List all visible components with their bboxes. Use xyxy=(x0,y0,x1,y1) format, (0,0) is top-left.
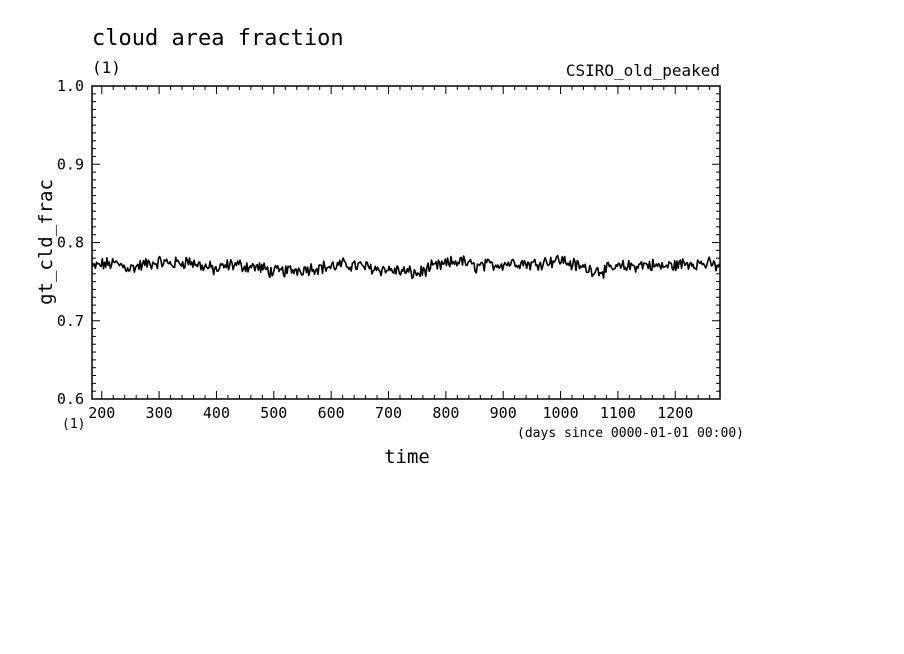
x-tick-label: 400 xyxy=(203,404,230,422)
x-tick-label: 1000 xyxy=(543,404,579,422)
y-axis-units: (1) xyxy=(62,417,85,432)
x-axis-label: time xyxy=(384,446,430,468)
x-tick-label: 300 xyxy=(146,404,173,422)
x-tick-labels: 200 300 400 500 600 700 800 900 1000 1100 1200 xyxy=(88,404,693,422)
y-tick-label: 1.0 xyxy=(57,77,84,95)
y-tick-label: 0.6 xyxy=(57,390,84,408)
y-axis-label: gt_cld_frac xyxy=(35,179,57,305)
plot-frame xyxy=(91,85,721,400)
x-tick-label: 900 xyxy=(490,404,517,422)
y-tick-labels: 0.6 0.7 0.8 0.9 1.0 xyxy=(57,77,84,408)
x-tick-label: 600 xyxy=(318,404,345,422)
x-tick-label: 700 xyxy=(375,404,402,422)
series-group xyxy=(91,254,721,280)
x-tick-label: 200 xyxy=(88,404,115,422)
x-axis-units: (days since 0000-01-01 00:00) xyxy=(517,426,744,441)
series-line xyxy=(91,254,721,280)
y-tick-label: 0.8 xyxy=(57,234,84,252)
y-tick-label: 0.9 xyxy=(57,155,84,173)
y-tick-label: 0.7 xyxy=(57,312,84,330)
x-tick-label: 1100 xyxy=(600,404,636,422)
x-tick-label: 1200 xyxy=(657,404,693,422)
chart-title: cloud area fraction xyxy=(92,26,344,51)
x-tick-label: 800 xyxy=(432,404,459,422)
x-tick-label: 500 xyxy=(260,404,287,422)
source-label: CSIRO_old_peaked xyxy=(566,61,720,80)
tick-marks xyxy=(92,85,720,400)
title-units: (1) xyxy=(92,58,121,77)
